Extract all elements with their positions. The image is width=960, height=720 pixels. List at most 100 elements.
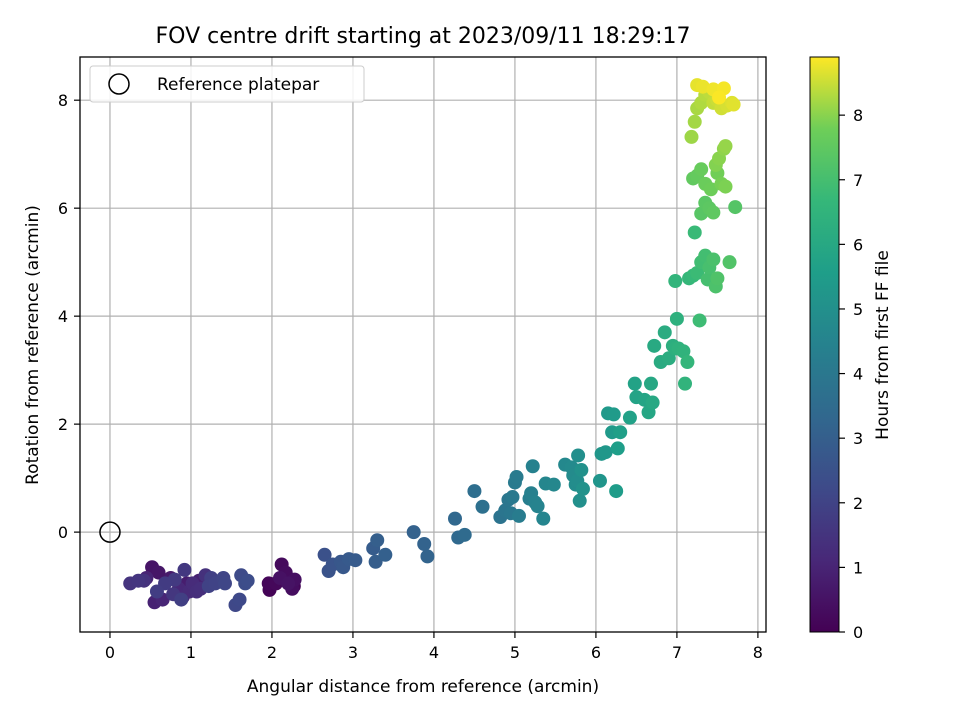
data-point: [645, 395, 660, 410]
data-point: [722, 255, 737, 270]
y-axis-label: Rotation from reference (arcmin): [23, 205, 43, 485]
data-point: [368, 554, 383, 569]
data-point: [240, 573, 255, 588]
colorbar-tick-label: 0: [853, 623, 863, 642]
data-point: [718, 139, 733, 154]
data-point: [710, 271, 725, 286]
legend: Reference platepar: [89, 65, 365, 103]
data-point: [598, 445, 613, 460]
data-point: [687, 114, 702, 129]
y-tick-label: 2: [58, 415, 68, 434]
data-point: [706, 205, 721, 220]
data-point: [505, 490, 520, 505]
x-tick-label: 5: [510, 643, 520, 662]
data-point: [348, 553, 363, 568]
data-point: [370, 533, 385, 548]
x-tick-label: 0: [105, 643, 115, 662]
x-tick-label: 6: [591, 643, 601, 662]
colorbar-tick-label: 8: [853, 106, 863, 125]
data-point: [606, 407, 621, 422]
colorbar-tick-label: 7: [853, 171, 863, 190]
reference-platepar-marker: [99, 521, 121, 543]
colorbar-tick-label: 3: [853, 429, 863, 448]
x-tick-label: 4: [429, 643, 439, 662]
data-point: [509, 470, 524, 485]
data-point: [657, 325, 672, 340]
chart-title: FOV centre drift starting at 2023/09/11 …: [156, 24, 691, 49]
data-point: [475, 499, 490, 514]
data-point: [511, 508, 526, 523]
legend-marker-reference: [108, 73, 130, 95]
data-point: [647, 338, 662, 353]
data-point: [536, 511, 551, 526]
y-tick-label: 8: [58, 91, 68, 110]
y-tick-label: 0: [58, 523, 68, 542]
data-point: [174, 592, 189, 607]
data-point: [706, 252, 721, 267]
data-point: [575, 481, 590, 496]
data-point: [622, 410, 637, 425]
data-point: [728, 200, 743, 215]
x-tick-label: 8: [753, 643, 763, 662]
data-point: [592, 473, 607, 488]
colorbar-tick-label: 6: [853, 235, 863, 254]
data-point: [571, 448, 586, 463]
data-point: [643, 376, 658, 391]
colorbar: [809, 56, 840, 633]
data-point: [669, 311, 684, 326]
x-tick-label: 2: [267, 643, 277, 662]
legend-label-reference: Reference platepar: [157, 75, 319, 95]
colorbar-tick-label: 4: [853, 365, 863, 384]
data-point: [317, 547, 332, 562]
y-axis-ticks: 0 2 4 6 8: [58, 91, 80, 542]
data-point: [457, 527, 472, 542]
colorbar-tick-label: 1: [853, 558, 863, 577]
data-point: [684, 129, 699, 144]
data-point: [676, 344, 691, 359]
legend-box: [89, 65, 365, 103]
data-point: [572, 493, 587, 508]
x-tick-label: 3: [348, 643, 358, 662]
data-point: [726, 97, 741, 112]
y-tick-label: 6: [58, 199, 68, 218]
colorbar-tick-label: 2: [853, 494, 863, 513]
data-point: [151, 565, 166, 580]
data-point: [281, 576, 296, 591]
data-point: [217, 576, 232, 591]
colorbar-label: Hours from first FF file: [873, 250, 893, 440]
colorbar-ticks: 0 1 2 3 4 5 6 7 8: [839, 106, 863, 642]
data-point: [718, 179, 733, 194]
data-point: [546, 477, 561, 492]
data-point: [420, 549, 435, 564]
data-point: [703, 182, 718, 197]
data-point: [378, 547, 393, 562]
colorbar-tick-label: 5: [853, 300, 863, 319]
data-point: [447, 511, 462, 526]
y-tick-label: 4: [58, 307, 68, 326]
data-point: [687, 225, 702, 240]
plot-frame: [79, 56, 767, 633]
data-point: [680, 355, 695, 370]
data-point: [232, 592, 247, 607]
data-point: [668, 274, 683, 289]
x-tick-label: 7: [672, 643, 682, 662]
data-point: [610, 441, 625, 456]
grid: [80, 57, 766, 632]
data-point: [177, 562, 192, 577]
data-point: [467, 484, 482, 499]
data-point: [417, 536, 432, 551]
data-point: [613, 425, 628, 440]
data-point: [525, 459, 540, 474]
reference-point: [99, 521, 121, 543]
data-point: [692, 313, 707, 328]
data-points: [123, 78, 743, 613]
x-axis-label: Angular distance from reference (arcmin): [247, 677, 599, 697]
data-point: [530, 499, 545, 514]
data-point: [627, 376, 642, 391]
data-point: [574, 463, 589, 478]
data-point: [609, 484, 624, 499]
x-axis-ticks: 0 1 2 3 4 5 6 7 8: [105, 632, 763, 662]
data-point: [690, 265, 705, 280]
data-point: [694, 162, 709, 177]
